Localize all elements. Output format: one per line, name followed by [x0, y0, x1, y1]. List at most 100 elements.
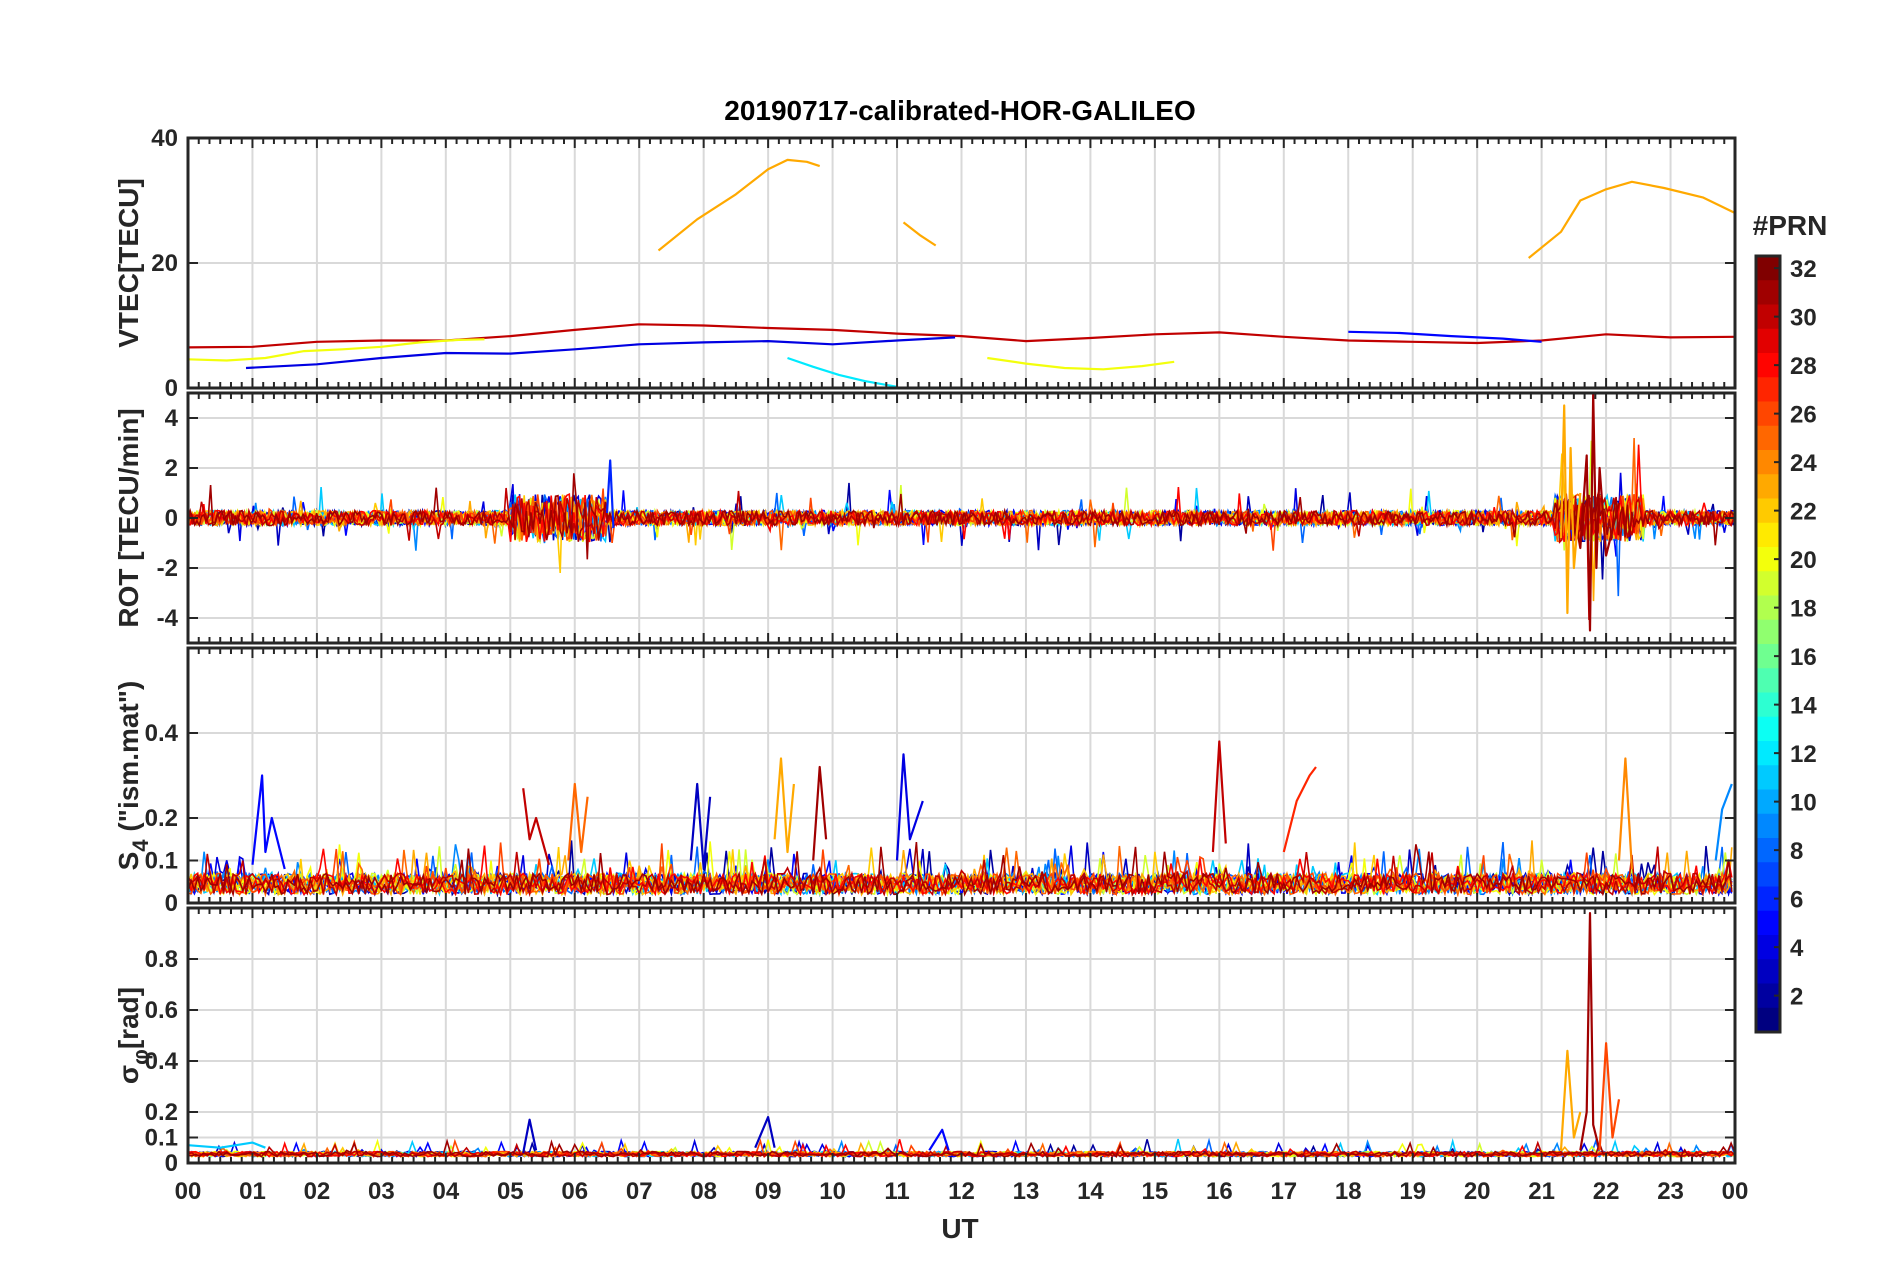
y-tick-label: 0.4: [145, 720, 179, 747]
colorbar-tick-label: 32: [1790, 256, 1817, 283]
series-prn-4: [245, 336, 956, 370]
y-tick-label: 0: [165, 890, 178, 917]
series-prn-5: [928, 1128, 950, 1151]
colorbar-tick-label: 8: [1790, 838, 1803, 865]
colorbar-segment: [1756, 668, 1780, 694]
x-tick-label: 10: [819, 1178, 846, 1205]
series-prn-31: [812, 765, 828, 861]
colorbar-segment: [1756, 377, 1780, 403]
series-prn-31: [1579, 912, 1601, 1151]
ticks: [187, 908, 1736, 1164]
x-tick-label: 09: [755, 1178, 782, 1205]
colorbar-tick-label: 14: [1790, 693, 1817, 720]
y-axis-label-rot: ROT [TECU/min]: [113, 408, 144, 627]
x-tick-label: 06: [561, 1178, 588, 1205]
grid: [188, 648, 1735, 904]
series-prn-23: [902, 221, 937, 247]
chart-title: 20190717-calibrated-HOR-GALILEO: [724, 95, 1196, 126]
series-prn-23: [773, 757, 795, 854]
x-tick-label: 18: [1335, 1178, 1362, 1205]
series-prn-23: [1559, 1049, 1582, 1151]
series-prn-30: [522, 788, 551, 866]
colorbar-segment: [1756, 862, 1780, 888]
y-tick-label: 0.4: [145, 1048, 179, 1075]
series-prn-4: [895, 753, 924, 861]
panel-s4: 0 0.1 0.2 0.4S4 ("ism.mat"): [113, 646, 1737, 917]
series-prn-26: [1598, 1042, 1621, 1151]
colorbar-segment: [1756, 280, 1780, 306]
series-prn-23: [1528, 180, 1735, 259]
y-tick-label: 0: [165, 375, 178, 402]
series-prn-27: [1282, 766, 1317, 853]
series-prn-20: [987, 356, 1175, 371]
colorbar-segment: [1756, 716, 1780, 742]
colorbar-frame: [1754, 254, 1782, 1034]
y-axis-label-vtec: VTEC[TECU]: [113, 178, 144, 348]
colorbar-segment: [1756, 813, 1780, 839]
series-prn-30: [1211, 740, 1227, 853]
series-prn-24: [1617, 757, 1633, 870]
series-prn-20: [188, 338, 485, 362]
colorbar-tick-label: 16: [1790, 644, 1817, 671]
series-prn-3: [689, 782, 712, 871]
y-axis-label-sigphi: σφ[rad]: [113, 987, 153, 1084]
series-prn-25: [567, 782, 589, 861]
x-tick-label: 16: [1206, 1178, 1233, 1205]
y-tick-label: -2: [157, 555, 178, 582]
x-tick-label: 02: [304, 1178, 331, 1205]
panel-sigphi: 00.10.2 0.4 0.6 0.8 σφ[rad]: [113, 906, 1737, 1177]
colorbar-tick-label: 10: [1790, 790, 1817, 817]
x-tick-label: 05: [497, 1178, 524, 1205]
series-prn-6: [605, 459, 615, 529]
colorbar-segment: [1756, 910, 1780, 936]
y-tick-label: 0.8: [145, 946, 178, 973]
colorbar-segment: [1756, 474, 1780, 500]
noise-trace: [188, 842, 1733, 898]
colorbar-tick-label: 26: [1790, 402, 1817, 429]
x-tick-label: 04: [432, 1178, 459, 1205]
colorbar-tick-label: 2: [1790, 984, 1803, 1011]
x-tick-label: 07: [626, 1178, 653, 1205]
colorbar-tick-label: 6: [1790, 887, 1803, 914]
x-tick-label: 19: [1399, 1178, 1426, 1205]
x-tick-label: 15: [1142, 1178, 1169, 1205]
series-prn-5: [251, 774, 286, 870]
x-tick-label: 12: [948, 1178, 975, 1205]
traces: [188, 158, 1735, 388]
colorbar-segment: [1756, 619, 1780, 645]
x-tick-label: 00: [1722, 1178, 1749, 1205]
colorbar-segment: [1756, 425, 1780, 451]
ticks: [187, 393, 1736, 643]
series-prn-3: [522, 1118, 538, 1154]
colorbar-title: #PRN: [1753, 210, 1828, 241]
series-prn-3: [754, 1116, 776, 1149]
y-tick-label: 0.2: [145, 805, 178, 832]
colorbar-segment: [1756, 1007, 1780, 1033]
ticks: [187, 648, 1736, 904]
y-tick-label: -4: [157, 605, 179, 632]
x-tick-label: 21: [1528, 1178, 1555, 1205]
x-tick-label: 13: [1013, 1178, 1040, 1205]
x-tick-label: 22: [1593, 1178, 1620, 1205]
series-prn-5: [1348, 330, 1542, 343]
series-prn-9: [1714, 783, 1733, 861]
panel-vtec: 0 20 40 VTEC[TECU]: [113, 125, 1737, 402]
y-tick-label: 20: [151, 250, 178, 277]
x-axis-label: UT: [941, 1213, 978, 1244]
colorbar-tick-label: 28: [1790, 353, 1817, 380]
y-tick-label: 0.1: [145, 848, 178, 875]
noise-trace: [188, 846, 1732, 898]
x-tick-label: 00: [175, 1178, 202, 1205]
x-tick-label: 17: [1270, 1178, 1297, 1205]
colorbar-segment: [1756, 765, 1780, 791]
colorbar-segment: [1756, 959, 1780, 985]
y-tick-label: 0.1: [145, 1125, 178, 1152]
colorbar-segment: [1756, 571, 1780, 597]
series-prn-23: [657, 158, 821, 252]
colorbar-tick-label: 30: [1790, 305, 1817, 332]
x-tick-label: 14: [1077, 1178, 1104, 1205]
y-tick-label: 0: [165, 1150, 178, 1177]
colorbar-tick-label: 4: [1790, 935, 1804, 962]
